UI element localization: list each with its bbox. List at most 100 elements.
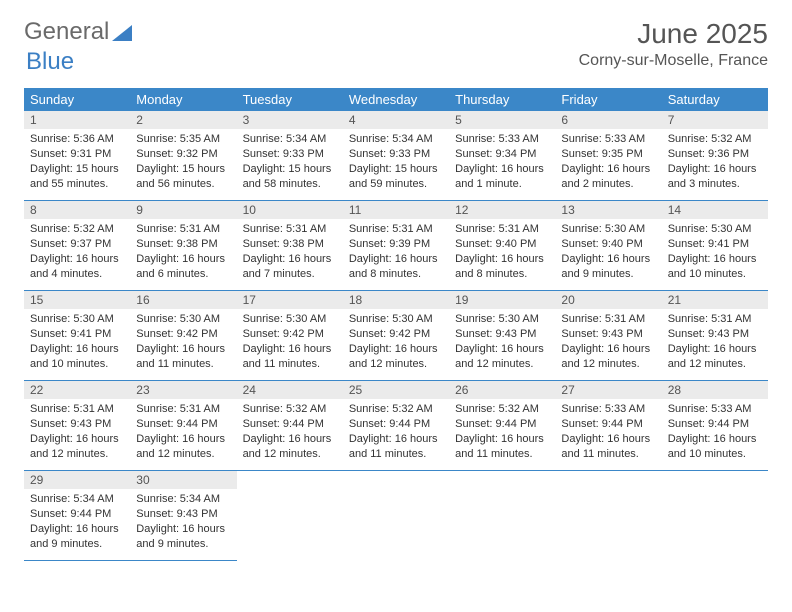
day-number: 28 [662, 381, 768, 399]
sunset-text: Sunset: 9:43 PM [455, 327, 549, 342]
sunset-text: Sunset: 9:42 PM [243, 327, 337, 342]
calendar-cell: 18Sunrise: 5:30 AMSunset: 9:42 PMDayligh… [343, 291, 449, 381]
day-number: 26 [449, 381, 555, 399]
calendar-cell: 30Sunrise: 5:34 AMSunset: 9:43 PMDayligh… [130, 471, 236, 561]
weekday-header: Thursday [449, 88, 555, 111]
daylight-text: Daylight: 16 hours and 11 minutes. [243, 342, 337, 372]
day-details: Sunrise: 5:33 AMSunset: 9:44 PMDaylight:… [662, 399, 768, 461]
calendar-cell [237, 471, 343, 561]
calendar-cell: 29Sunrise: 5:34 AMSunset: 9:44 PMDayligh… [24, 471, 130, 561]
sunrise-text: Sunrise: 5:31 AM [349, 222, 443, 237]
day-number: 15 [24, 291, 130, 309]
daylight-text: Daylight: 15 hours and 56 minutes. [136, 162, 230, 192]
calendar-cell: 8Sunrise: 5:32 AMSunset: 9:37 PMDaylight… [24, 201, 130, 291]
daylight-text: Daylight: 16 hours and 2 minutes. [561, 162, 655, 192]
sunrise-text: Sunrise: 5:33 AM [455, 132, 549, 147]
sunrise-text: Sunrise: 5:32 AM [30, 222, 124, 237]
sunrise-text: Sunrise: 5:31 AM [561, 312, 655, 327]
day-number: 21 [662, 291, 768, 309]
day-details: Sunrise: 5:34 AMSunset: 9:43 PMDaylight:… [130, 489, 236, 551]
day-details: Sunrise: 5:30 AMSunset: 9:43 PMDaylight:… [449, 309, 555, 371]
sunrise-text: Sunrise: 5:32 AM [243, 402, 337, 417]
daylight-text: Daylight: 16 hours and 12 minutes. [455, 342, 549, 372]
day-details: Sunrise: 5:30 AMSunset: 9:40 PMDaylight:… [555, 219, 661, 281]
sunrise-text: Sunrise: 5:32 AM [668, 132, 762, 147]
day-details: Sunrise: 5:31 AMSunset: 9:43 PMDaylight:… [24, 399, 130, 461]
day-number: 25 [343, 381, 449, 399]
day-details: Sunrise: 5:33 AMSunset: 9:35 PMDaylight:… [555, 129, 661, 191]
calendar-cell [662, 471, 768, 561]
day-number: 1 [24, 111, 130, 129]
sunset-text: Sunset: 9:33 PM [243, 147, 337, 162]
calendar-cell: 27Sunrise: 5:33 AMSunset: 9:44 PMDayligh… [555, 381, 661, 471]
daylight-text: Daylight: 15 hours and 58 minutes. [243, 162, 337, 192]
daylight-text: Daylight: 16 hours and 9 minutes. [136, 522, 230, 552]
sunrise-text: Sunrise: 5:30 AM [349, 312, 443, 327]
day-details: Sunrise: 5:30 AMSunset: 9:41 PMDaylight:… [24, 309, 130, 371]
sunrise-text: Sunrise: 5:36 AM [30, 132, 124, 147]
sunset-text: Sunset: 9:38 PM [136, 237, 230, 252]
calendar-cell: 24 Sunrise: 5:32 AMSunset: 9:44 PMDayligh… [237, 381, 343, 471]
day-details: Sunrise: 5:30 AMSunset: 9:42 PMDaylight:… [237, 309, 343, 371]
calendar-cell: 9Sunrise: 5:31 AMSunset: 9:38 PMDaylight… [130, 201, 236, 291]
calendar-cell [555, 471, 661, 561]
calendar-cell: 17Sunrise: 5:30 AMSunset: 9:42 PMDayligh… [237, 291, 343, 381]
sunset-text: Sunset: 9:42 PM [349, 327, 443, 342]
location: Corny-sur-Moselle, France [579, 52, 768, 70]
day-number: 7 [662, 111, 768, 129]
calendar-cell: 4Sunrise: 5:34 AMSunset: 9:33 PMDaylight… [343, 111, 449, 201]
day-details: Sunrise: 5:32 AMSunset: 9:37 PMDaylight:… [24, 219, 130, 281]
sunset-text: Sunset: 9:38 PM [243, 237, 337, 252]
day-number: 13 [555, 201, 661, 219]
sunset-text: Sunset: 9:41 PM [668, 237, 762, 252]
calendar-cell: 7Sunrise: 5:32 AMSunset: 9:36 PMDaylight… [662, 111, 768, 201]
sunset-text: Sunset: 9:34 PM [455, 147, 549, 162]
sunset-text: Sunset: 9:32 PM [136, 147, 230, 162]
daylight-text: Daylight: 16 hours and 3 minutes. [668, 162, 762, 192]
day-details: Sunrise: 5:31 AMSunset: 9:44 PMDaylight:… [130, 399, 236, 461]
day-number: 17 [237, 291, 343, 309]
day-number: 19 [449, 291, 555, 309]
weekday-header: Tuesday [237, 88, 343, 111]
daylight-text: Daylight: 16 hours and 12 minutes. [349, 342, 443, 372]
sunrise-text: Sunrise: 5:30 AM [668, 222, 762, 237]
sunset-text: Sunset: 9:40 PM [455, 237, 549, 252]
day-details: Sunrise: 5:31 AMSunset: 9:43 PMDaylight:… [555, 309, 661, 371]
calendar-cell: 23Sunrise: 5:31 AMSunset: 9:44 PMDayligh… [130, 381, 236, 471]
daylight-text: Daylight: 16 hours and 10 minutes. [668, 252, 762, 282]
daylight-text: Daylight: 16 hours and 8 minutes. [455, 252, 549, 282]
sunset-text: Sunset: 9:36 PM [668, 147, 762, 162]
calendar-cell: 25Sunrise: 5:32 AMSunset: 9:44 PMDayligh… [343, 381, 449, 471]
sunrise-text: Sunrise: 5:33 AM [668, 402, 762, 417]
day-details: Sunrise: 5:34 AMSunset: 9:33 PMDaylight:… [343, 129, 449, 191]
sunrise-text: Sunrise: 5:30 AM [455, 312, 549, 327]
sunrise-text: Sunrise: 5:30 AM [30, 312, 124, 327]
sunset-text: Sunset: 9:44 PM [243, 417, 337, 432]
sunset-text: Sunset: 9:43 PM [668, 327, 762, 342]
day-number: 14 [662, 201, 768, 219]
calendar-cell: 19Sunrise: 5:30 AMSunset: 9:43 PMDayligh… [449, 291, 555, 381]
sunset-text: Sunset: 9:44 PM [455, 417, 549, 432]
day-details: Sunrise: 5:30 AMSunset: 9:42 PMDaylight:… [343, 309, 449, 371]
day-details: Sunrise: 5:33 AMSunset: 9:44 PMDaylight:… [555, 399, 661, 461]
logo-text-blue: Blue [26, 48, 74, 75]
sunset-text: Sunset: 9:33 PM [349, 147, 443, 162]
sunrise-text: Sunrise: 5:32 AM [455, 402, 549, 417]
calendar-cell: 10Sunrise: 5:31 AMSunset: 9:38 PMDayligh… [237, 201, 343, 291]
sunrise-text: Sunrise: 5:32 AM [349, 402, 443, 417]
calendar-row: 22Sunrise: 5:31 AMSunset: 9:43 PMDayligh… [24, 381, 768, 471]
calendar-row: 8Sunrise: 5:32 AMSunset: 9:37 PMDaylight… [24, 201, 768, 291]
daylight-text: Daylight: 16 hours and 12 minutes. [668, 342, 762, 372]
daylight-text: Daylight: 16 hours and 12 minutes. [243, 432, 337, 462]
day-details: Sunrise: 5:36 AMSunset: 9:31 PMDaylight:… [24, 129, 130, 191]
day-number: 23 [130, 381, 236, 399]
daylight-text: Daylight: 16 hours and 4 minutes. [30, 252, 124, 282]
calendar-cell: 6Sunrise: 5:33 AMSunset: 9:35 PMDaylight… [555, 111, 661, 201]
calendar-cell [449, 471, 555, 561]
day-number: 5 [449, 111, 555, 129]
calendar-row: 15Sunrise: 5:30 AMSunset: 9:41 PMDayligh… [24, 291, 768, 381]
page: General June 2025 Corny-sur-Moselle, Fra… [0, 0, 792, 579]
day-details: Sunrise: 5:32 AMSunset: 9:36 PMDaylight:… [662, 129, 768, 191]
day-number: 24 [237, 381, 343, 399]
calendar-cell: 5Sunrise: 5:33 AMSunset: 9:34 PMDaylight… [449, 111, 555, 201]
